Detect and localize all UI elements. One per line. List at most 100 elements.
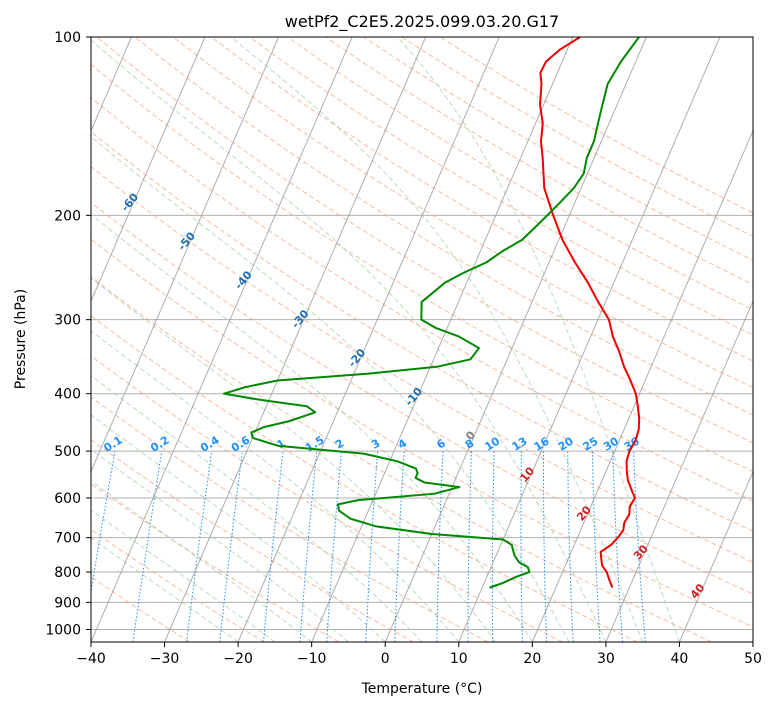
dry-adiabat-line: [91, 439, 414, 642]
moist-adiabat-line: [91, 414, 386, 642]
moist-adiabat-line: [91, 277, 496, 642]
x-axis-label: Temperature (°C): [361, 681, 483, 697]
isotherm-line: [458, 37, 721, 642]
isotherm-line: [91, 37, 206, 303]
mixing-ratio-line: [591, 451, 601, 642]
y-tick-label: 500: [54, 444, 81, 460]
mixing-ratio-line: [394, 451, 405, 642]
mixing-ratio-line: [543, 451, 548, 642]
mixing-ratio-label: 1.5: [303, 433, 326, 454]
mixing-ratio-line: [299, 451, 318, 642]
moist-adiabat-line: [91, 330, 460, 642]
dry-adiabat-line: [91, 201, 753, 595]
isotherm-line: [752, 640, 753, 642]
mixing-ratio-line: [491, 451, 495, 642]
dry-adiabat-line: [172, 37, 753, 389]
moist-adiabat-line: [91, 375, 423, 642]
dry-adiabat-line: [91, 315, 638, 642]
dry-adiabat-line: [287, 37, 753, 311]
y-tick-label: 1000: [45, 622, 81, 638]
mixing-ratio-line: [467, 451, 472, 642]
moist-adiabat-line: [91, 213, 533, 642]
dry-adiabat-line: [210, 37, 753, 362]
moist-adiabat-line: [91, 480, 312, 642]
dry-adiabat-line: [91, 396, 489, 642]
isotherm-label: -30: [289, 307, 312, 331]
isotherm-label: -70: [62, 151, 85, 175]
y-tick-label: 300: [54, 313, 81, 329]
x-tick-label: 20: [523, 651, 541, 667]
dry-adiabat-line: [91, 131, 753, 532]
isotherm-line: [91, 37, 280, 473]
dry-adiabat-line: [91, 165, 753, 563]
dry-adiabat-line: [91, 483, 340, 642]
isotherm-line: [311, 37, 574, 642]
dry-adiabat-line: [91, 96, 753, 502]
mixing-ratio-label: 4: [396, 436, 410, 451]
moist-adiabat-line: [230, 37, 644, 642]
y-tick-label: 600: [54, 491, 81, 507]
chart-title: wetPf2_C2E5.2025.099.03.20.G17: [285, 12, 559, 32]
x-tick-label: 50: [744, 651, 762, 667]
dry-adiabat-line: [91, 276, 712, 642]
mixing-ratio-line: [263, 451, 284, 642]
mixing-ratio-line: [567, 451, 574, 642]
mixing-ratio-line: [132, 451, 163, 642]
isotherm-label: -20: [346, 346, 369, 370]
dry-adiabat-line: [96, 37, 753, 444]
y-axis-label: Pressure (hPa): [13, 289, 29, 389]
dry-adiabat-line: [363, 37, 753, 261]
isotherm-line: [531, 129, 753, 642]
x-tick-label: −30: [150, 651, 180, 667]
isotherm-line: [384, 37, 647, 642]
mixing-ratio-line: [91, 451, 116, 595]
dry-adiabat-line: [91, 528, 265, 642]
mixing-ratio-label: 2: [333, 437, 346, 452]
moist-adiabat-line: [91, 509, 276, 642]
mixing-ratio-line: [186, 451, 213, 642]
y-tick-label: 400: [54, 387, 81, 403]
mixing-ratio-line: [365, 451, 379, 642]
dewpoint-profile-line: [222, 37, 640, 589]
isotherm-line: [237, 37, 500, 642]
moist-adiabat-line: [91, 537, 239, 642]
x-tick-label: 40: [671, 651, 689, 667]
background-lines: [91, 37, 753, 642]
moist-adiabat-line: [91, 448, 349, 642]
mixing-ratio-label: 6: [434, 436, 448, 451]
isotherm-label: -10: [402, 385, 425, 409]
y-tick-label: 100: [54, 30, 81, 46]
mixing-ratio-label: 0.1: [101, 433, 124, 454]
dry-adiabat-line: [325, 37, 753, 286]
dry-adiabat-line: [134, 37, 753, 416]
dry-adiabat-line: [91, 355, 563, 642]
moist-adiabat-line: [397, 37, 680, 642]
temperature-profile-line: [538, 37, 641, 589]
isotherm-label: -80: [5, 113, 28, 137]
x-tick-label: −40: [76, 651, 106, 667]
moist-adiabat-line: [91, 136, 570, 642]
y-tick-label: 200: [54, 208, 81, 224]
isotherm-line: [605, 299, 753, 642]
profile-lines: [222, 37, 641, 589]
isotherm-line: [164, 37, 427, 642]
y-tick-label: 900: [54, 595, 81, 611]
plot-frame: [90, 36, 754, 643]
y-tick-label: 800: [54, 565, 81, 581]
isotherm-line: [91, 37, 353, 642]
y-axis-ticks: 100 200 300 400 500 600 700 800 900 1000: [45, 30, 91, 638]
x-tick-label: −20: [223, 651, 253, 667]
x-tick-label: 0: [381, 651, 390, 667]
mixing-ratio-label: 3: [369, 437, 382, 452]
isotherm-label: -40: [232, 268, 255, 292]
isotherm-label: -50: [175, 229, 198, 253]
x-tick-label: 10: [450, 651, 468, 667]
x-tick-label: −10: [297, 651, 327, 667]
x-tick-label: 30: [597, 651, 615, 667]
dry-adiabat-line: [249, 37, 753, 336]
y-tick-label: 700: [54, 531, 81, 547]
isotherm-line: [678, 470, 753, 642]
x-axis-ticks: −40 −30 −20 −10 0 10 20 30 40 50: [76, 642, 762, 667]
